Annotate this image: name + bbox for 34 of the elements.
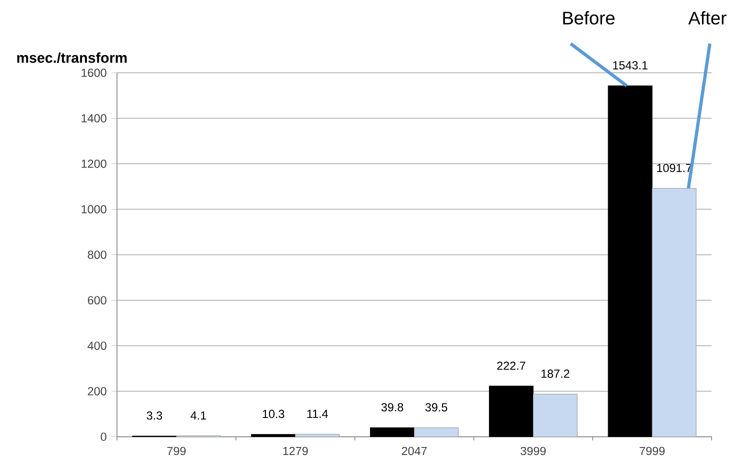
data-label: 187.2 [541,370,570,378]
data-label: 3.3 [146,411,162,420]
text: Before [563,11,615,25]
x-tick-label: 3999 [520,446,546,456]
bar [488,386,534,438]
y-tick-label: 1000 [82,205,106,214]
bar [652,188,696,438]
data-label: 39.5 [425,403,448,412]
bar [251,434,296,438]
x-tick-label: 2047 [402,446,427,456]
text: After [688,11,726,25]
y-tick-label: 800 [88,250,106,259]
x-tick-label: 7999 [640,446,665,456]
bar [532,394,578,438]
x-tick-label: 799 [167,446,186,456]
data-label: 222.7 [497,362,526,370]
bar [295,434,340,438]
x-tick-label: 1279 [283,446,308,456]
data-label: 39.8 [381,403,404,412]
y-tick-label: 200 [88,387,106,396]
y-tick-label: 1200 [82,160,106,168]
y-tick-label: 1600 [82,68,106,77]
data-label: 4.1 [190,412,206,420]
bar [414,428,459,438]
y-tick-label: 1400 [82,114,106,122]
bar [608,86,652,438]
data-label: 1543.1 [613,61,648,70]
data-label: 11.4 [307,410,328,418]
y-axis-title: msec./transform [17,52,127,64]
bar [370,427,415,438]
y-tick-label: 0 [100,432,106,441]
y-tick-label: 600 [88,296,106,304]
data-label: 10.3 [262,410,284,418]
y-tick-label: 400 [88,342,106,350]
